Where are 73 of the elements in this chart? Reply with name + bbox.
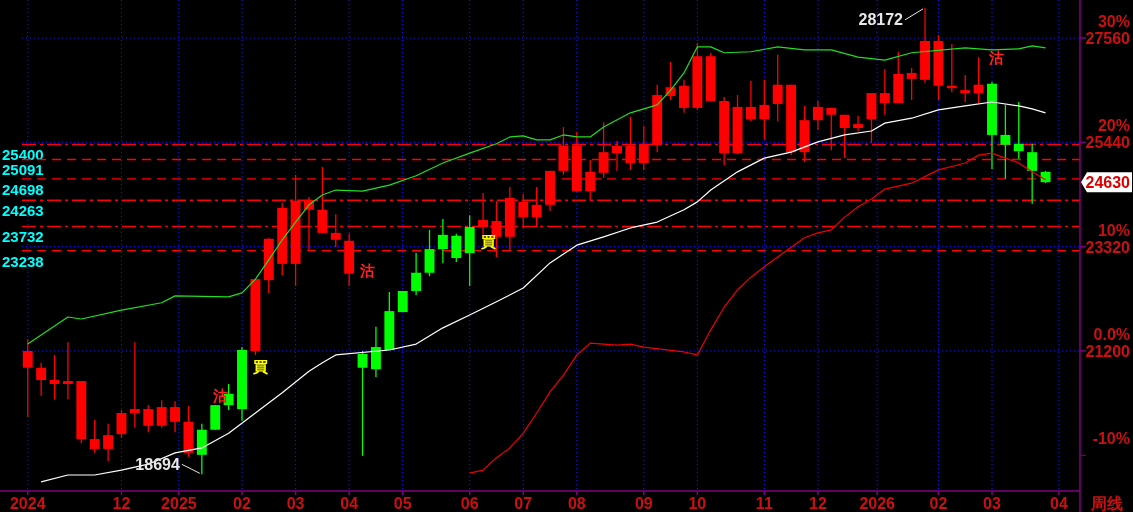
candlestick bbox=[960, 74, 971, 103]
ref-line-label: 23238 bbox=[2, 252, 44, 270]
candlestick bbox=[22, 338, 33, 418]
candlestick bbox=[853, 115, 864, 132]
ref-line-label: 25091 bbox=[2, 161, 44, 179]
ref-line-label: 24698 bbox=[2, 180, 44, 198]
annotation: 18694 bbox=[135, 456, 180, 474]
x-tick-label: 04 bbox=[340, 495, 359, 512]
y2-tick-label: 10% bbox=[1097, 221, 1130, 239]
candlestick bbox=[879, 68, 890, 116]
y-tick-label: 27560 bbox=[1085, 29, 1131, 47]
annotation: 買 bbox=[479, 232, 496, 250]
candlestick bbox=[745, 80, 756, 122]
candlestick bbox=[424, 229, 435, 277]
annotation: 28172 bbox=[858, 10, 904, 28]
candlestick bbox=[772, 54, 783, 122]
candlestick bbox=[1000, 104, 1011, 180]
candlestick bbox=[129, 341, 140, 429]
candlestick bbox=[679, 79, 689, 114]
candlestick bbox=[759, 79, 770, 141]
line-series bbox=[469, 152, 1047, 474]
x-tick-label: 2026 bbox=[859, 495, 896, 512]
y2-tick-label: -10% bbox=[1092, 430, 1130, 448]
y-tick-label: 25440 bbox=[1085, 134, 1131, 152]
annotation: 買 bbox=[251, 357, 268, 375]
candlestick bbox=[812, 100, 823, 131]
candlestick bbox=[103, 423, 114, 462]
y2-tick-label: 0.0% bbox=[1093, 325, 1130, 343]
candlestick bbox=[36, 362, 47, 397]
y-tick-label: 23320 bbox=[1085, 238, 1131, 256]
annotation: 沽 bbox=[359, 261, 376, 279]
candlestick bbox=[89, 419, 100, 454]
y-tick-label: 21200 bbox=[1085, 342, 1131, 360]
candlestick bbox=[1013, 101, 1024, 160]
y2-tick-label: 20% bbox=[1097, 117, 1130, 135]
x-tick-label: 02 bbox=[929, 495, 948, 512]
candlestick bbox=[62, 341, 73, 400]
annotation: 沽 bbox=[988, 49, 1005, 67]
y2-tick-label: 30% bbox=[1097, 12, 1130, 30]
x-tick-label: 02 bbox=[233, 495, 252, 512]
x-tick-label: 05 bbox=[393, 495, 412, 512]
text: 24630 bbox=[1085, 174, 1131, 192]
x-tick-label: 2025 bbox=[161, 495, 197, 512]
x-tick-label: 08 bbox=[567, 495, 586, 512]
ref-line-label: 23732 bbox=[2, 228, 44, 246]
x-tick-label: 12 bbox=[112, 495, 131, 512]
candlestick bbox=[116, 409, 127, 439]
x-tick-label: 03 bbox=[983, 495, 1001, 512]
candlestick bbox=[973, 56, 984, 104]
text: 周线 bbox=[1090, 495, 1123, 512]
x-tick-label: 09 bbox=[634, 495, 653, 512]
candlestick bbox=[156, 399, 167, 429]
x-tick-label: 03 bbox=[286, 495, 305, 512]
candlestick bbox=[49, 354, 60, 400]
candlestick bbox=[170, 400, 181, 433]
x-tick-label: 2024 bbox=[9, 495, 46, 512]
x-tick-label: 04 bbox=[1050, 495, 1068, 512]
candlestick bbox=[357, 350, 368, 457]
x-tick-label: 10 bbox=[688, 495, 707, 512]
candlestick bbox=[437, 218, 448, 264]
x-tick-label: 06 bbox=[460, 495, 479, 512]
candlestick bbox=[370, 326, 381, 378]
candlestick bbox=[451, 233, 462, 263]
candlestick bbox=[1027, 143, 1038, 205]
candlestick bbox=[143, 404, 154, 433]
annotation: 沽 bbox=[211, 386, 228, 404]
ref-line-label: 24263 bbox=[2, 202, 44, 220]
x-tick-label: 07 bbox=[514, 495, 533, 512]
x-tick-label: 12 bbox=[808, 495, 827, 512]
ref-line-label: 25400 bbox=[2, 146, 44, 164]
candlestick bbox=[411, 252, 422, 296]
x-tick-label: 11 bbox=[755, 495, 773, 512]
candlestick bbox=[906, 67, 917, 101]
